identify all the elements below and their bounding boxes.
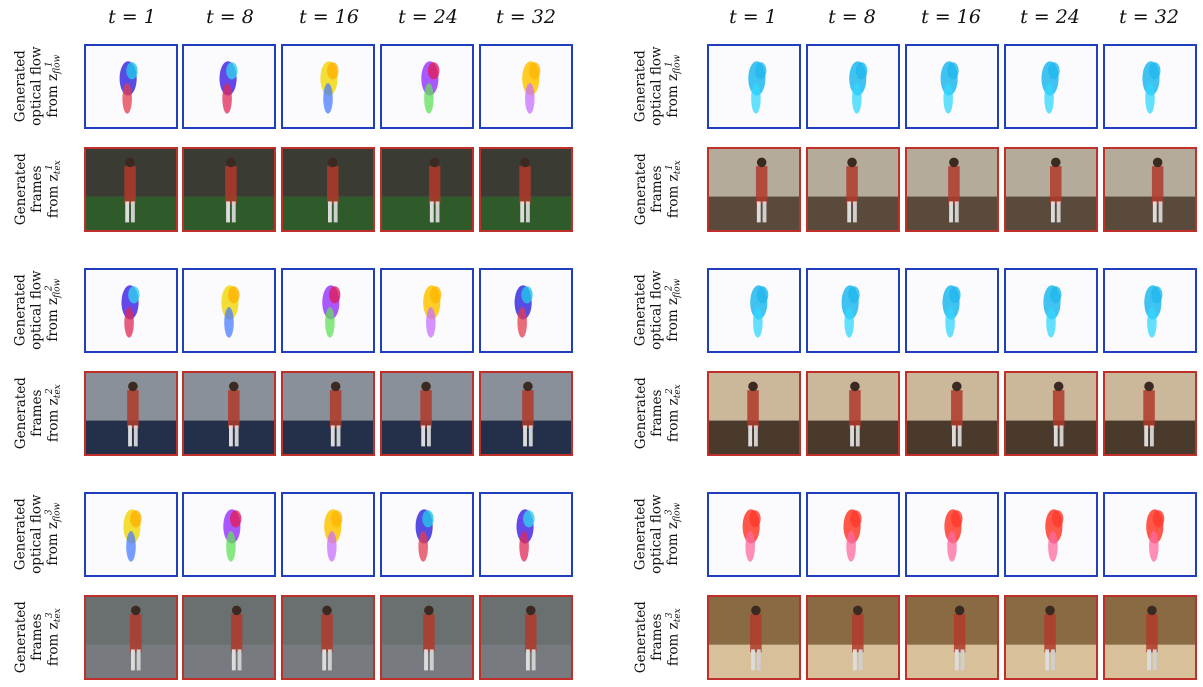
generated-frame-image xyxy=(182,595,276,680)
optical-flow-image xyxy=(806,492,900,577)
generated-frame-image xyxy=(479,371,573,456)
generated-frame-image xyxy=(1004,147,1098,232)
optical-flow-image xyxy=(1004,44,1098,129)
optical-flow-image xyxy=(905,492,999,577)
generated-frame-image xyxy=(84,595,178,680)
time-label: t = 1 xyxy=(729,6,777,28)
time-label: t = 32 xyxy=(496,6,556,28)
generated-frame-image xyxy=(806,371,900,456)
optical-flow-image xyxy=(182,492,276,577)
optical-flow-image xyxy=(380,492,474,577)
time-label: t = 32 xyxy=(1119,6,1179,28)
optical-flow-image xyxy=(182,268,276,353)
optical-flow-image xyxy=(84,492,178,577)
generated-frame-image xyxy=(182,371,276,456)
row-label-optical-flow: Generated optical flow from z 1 flow xyxy=(12,46,63,127)
generated-frame-image xyxy=(905,595,999,680)
optical-flow-image xyxy=(479,492,573,577)
row-label-optical-flow: Generated optical flow from z 2 flow xyxy=(12,270,63,351)
optical-flow-image xyxy=(84,268,178,353)
row-label-optical-flow: Generated optical flow from z 1 flow xyxy=(632,46,683,127)
optical-flow-image xyxy=(905,268,999,353)
generated-frame-image xyxy=(905,371,999,456)
optical-flow-image xyxy=(281,44,375,129)
time-label: t = 16 xyxy=(921,6,981,28)
row-label-frames: Generated frames from z 2 tex xyxy=(12,377,63,450)
generated-frame-image xyxy=(281,371,375,456)
generated-frame-image xyxy=(380,147,474,232)
optical-flow-image xyxy=(281,268,375,353)
time-label: t = 24 xyxy=(1020,6,1080,28)
generated-frame-image xyxy=(380,595,474,680)
generated-frame-image xyxy=(479,147,573,232)
row-label-frames: Generated frames from z 3 tex xyxy=(12,601,63,674)
optical-flow-image xyxy=(84,44,178,129)
generated-frame-image xyxy=(707,147,801,232)
generated-frame-image xyxy=(281,147,375,232)
row-label-frames: Generated frames from z 1 tex xyxy=(12,153,63,226)
time-label: t = 1 xyxy=(108,6,156,28)
generated-frame-image xyxy=(1004,371,1098,456)
generated-frame-image xyxy=(707,595,801,680)
optical-flow-image xyxy=(707,492,801,577)
time-label: t = 8 xyxy=(206,6,254,28)
optical-flow-image xyxy=(905,44,999,129)
generated-frame-image xyxy=(1103,371,1197,456)
generated-frame-image xyxy=(84,147,178,232)
optical-flow-image xyxy=(380,268,474,353)
row-label-optical-flow: Generated optical flow from z 2 flow xyxy=(632,270,683,351)
optical-flow-image xyxy=(1103,44,1197,129)
time-label: t = 8 xyxy=(828,6,876,28)
optical-flow-image xyxy=(1103,492,1197,577)
generated-frame-image xyxy=(806,147,900,232)
optical-flow-image xyxy=(1004,492,1098,577)
optical-flow-image xyxy=(479,44,573,129)
optical-flow-image xyxy=(707,268,801,353)
time-label: t = 24 xyxy=(398,6,458,28)
row-label-frames: Generated frames from z 2 tex xyxy=(632,377,683,450)
generated-frame-image xyxy=(806,595,900,680)
optical-flow-image xyxy=(479,268,573,353)
optical-flow-image xyxy=(806,44,900,129)
optical-flow-image xyxy=(1004,268,1098,353)
generated-frame-image xyxy=(380,371,474,456)
optical-flow-image xyxy=(380,44,474,129)
row-label-optical-flow: Generated optical flow from z 3 flow xyxy=(632,494,683,575)
generated-frame-image xyxy=(707,371,801,456)
generated-frame-image xyxy=(905,147,999,232)
optical-flow-image xyxy=(1103,268,1197,353)
row-label-frames: Generated frames from z 1 tex xyxy=(632,153,683,226)
generated-frame-image xyxy=(1103,595,1197,680)
generated-frame-image xyxy=(479,595,573,680)
row-label-optical-flow: Generated optical flow from z 3 flow xyxy=(12,494,63,575)
generated-frame-image xyxy=(1103,147,1197,232)
generated-frame-image xyxy=(182,147,276,232)
optical-flow-image xyxy=(182,44,276,129)
row-label-frames: Generated frames from z 3 tex xyxy=(632,601,683,674)
optical-flow-image xyxy=(707,44,801,129)
generated-frame-image xyxy=(281,595,375,680)
optical-flow-image xyxy=(806,268,900,353)
time-label: t = 16 xyxy=(299,6,359,28)
optical-flow-image xyxy=(281,492,375,577)
generated-frame-image xyxy=(84,371,178,456)
generated-frame-image xyxy=(1004,595,1098,680)
